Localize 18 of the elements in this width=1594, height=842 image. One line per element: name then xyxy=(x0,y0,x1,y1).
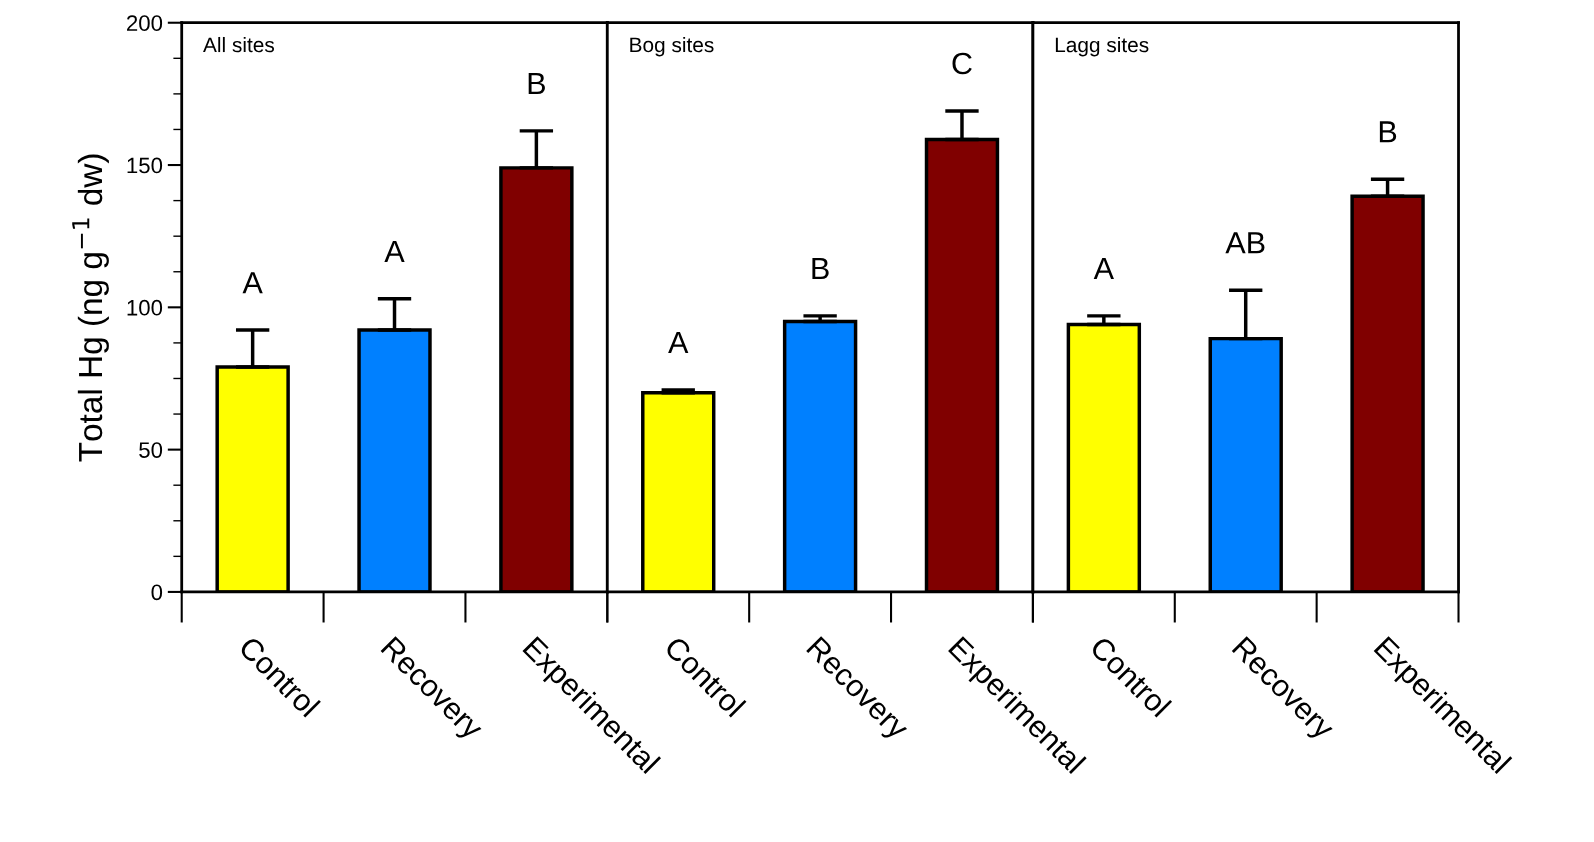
text: Lagg sites xyxy=(1055,36,1149,57)
y-axis-title: Total Hg (ng g$^{−1}$ dw) xyxy=(72,154,109,462)
annotation: A xyxy=(384,240,405,262)
text: All sites xyxy=(203,36,275,53)
y-tick-label: 50 xyxy=(139,442,163,458)
annotation: A xyxy=(668,331,689,353)
y-tick-label: 100 xyxy=(127,299,163,316)
annotation: A xyxy=(242,272,263,294)
annotation: B xyxy=(1379,121,1397,143)
annotation: B xyxy=(812,257,829,279)
annotation: AB xyxy=(1225,232,1265,254)
y-tick-label: 200 xyxy=(127,15,163,31)
y-tick-label: 150 xyxy=(127,157,163,174)
annotation: A xyxy=(1093,257,1114,279)
text: Bog sites xyxy=(630,36,714,57)
annotation: B xyxy=(528,72,545,94)
annotation: C xyxy=(952,52,972,75)
y-tick-label: 0 xyxy=(151,584,163,601)
